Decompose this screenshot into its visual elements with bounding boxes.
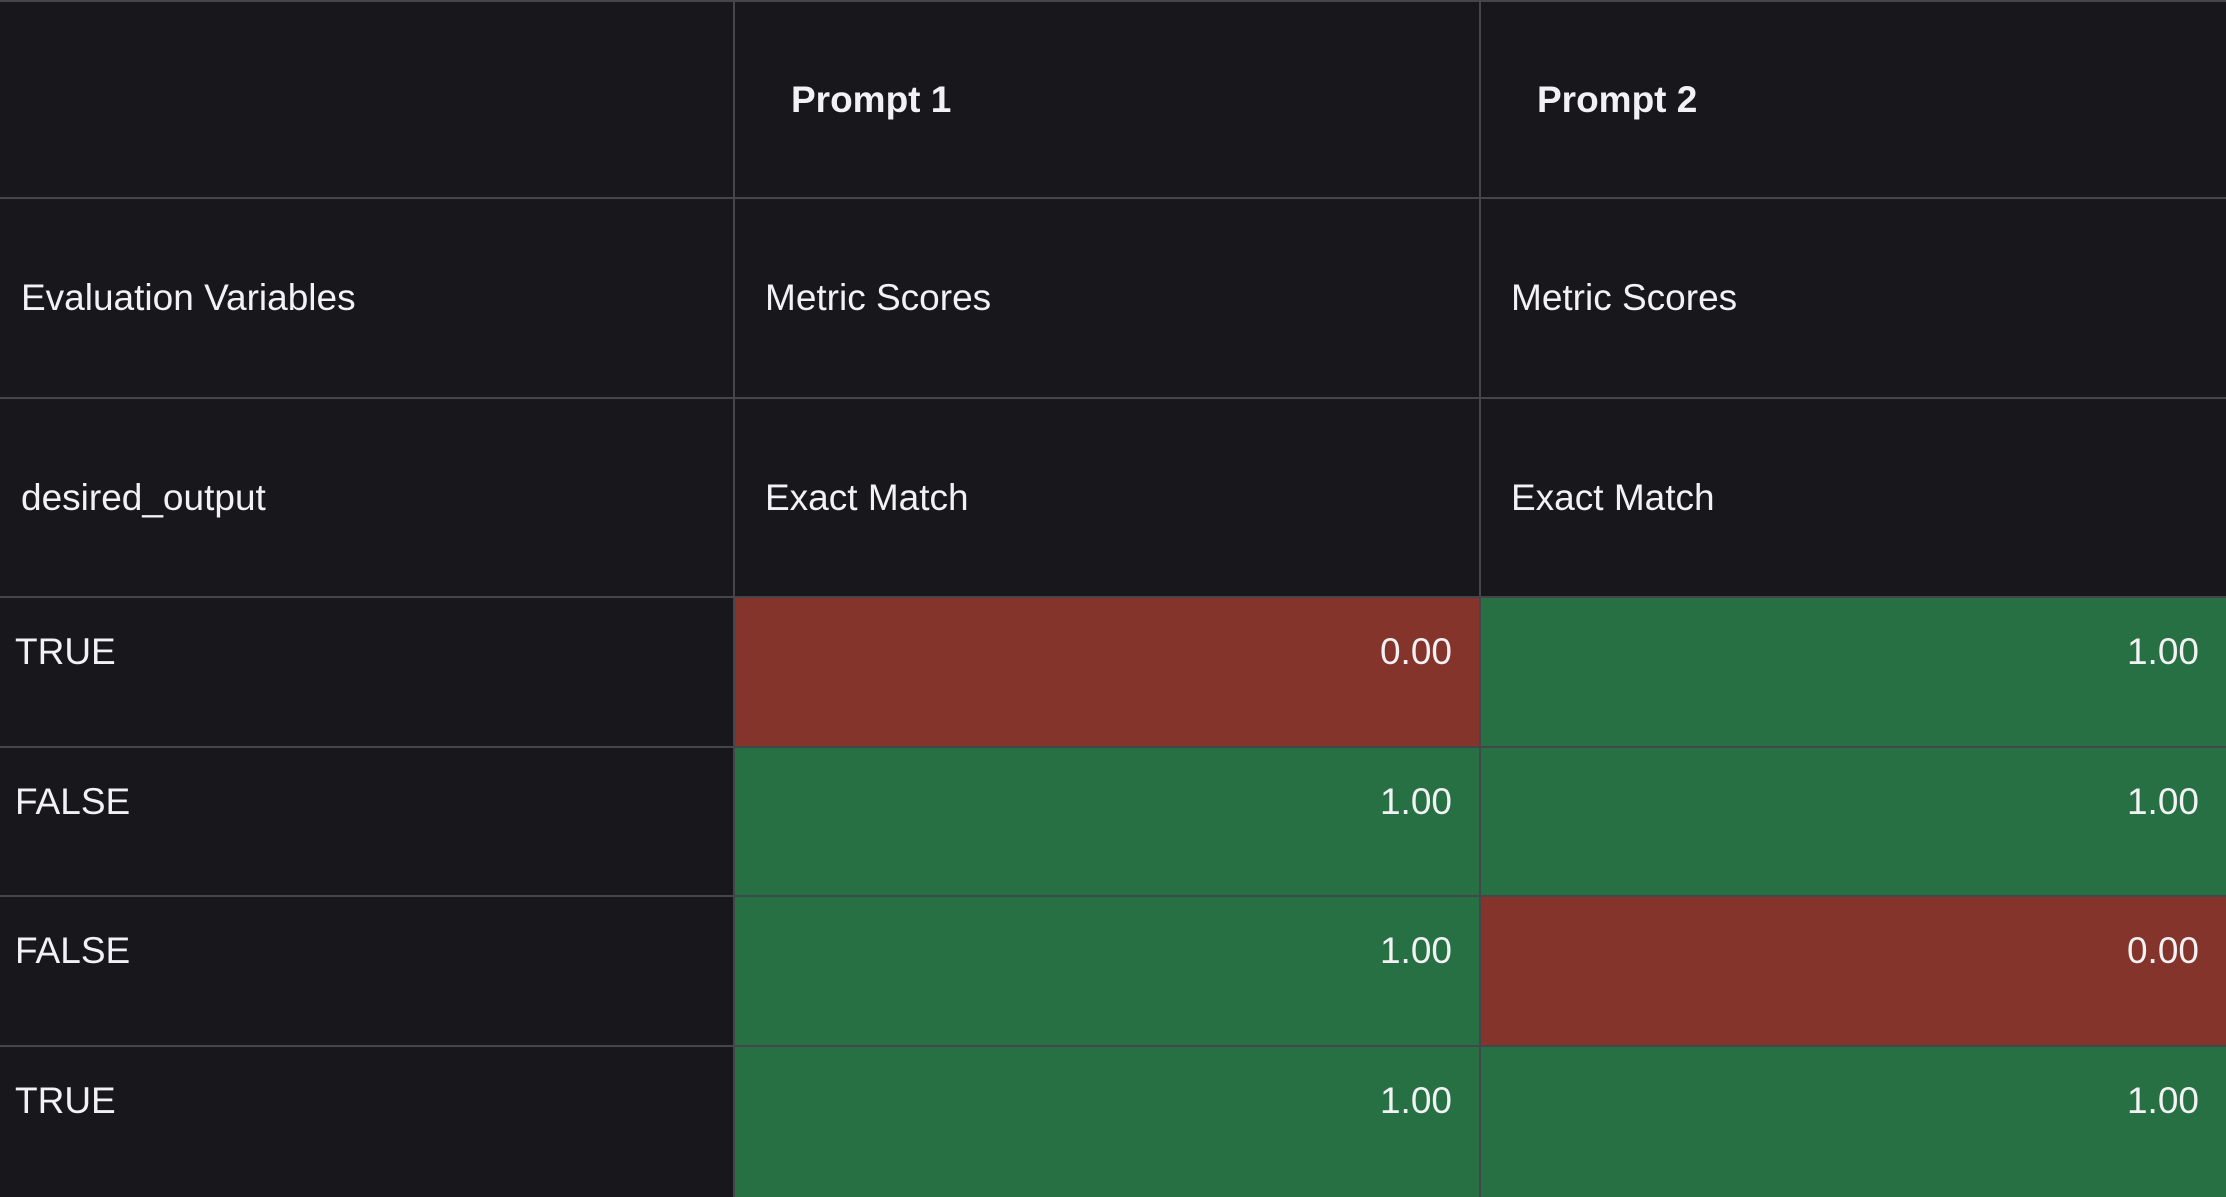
prompt-2-exact-match-header[interactable]: Exact Match: [1481, 399, 2226, 598]
row-2-prompt-2-score[interactable]: 1.00: [1481, 748, 2226, 897]
row-2-prompt-1-score[interactable]: 1.00: [735, 748, 1481, 897]
row-1-prompt-1-score[interactable]: 0.00: [735, 598, 1481, 748]
row-4-prompt-1-score[interactable]: 1.00: [735, 1047, 1481, 1197]
row-3-prompt-1-score[interactable]: 1.00: [735, 897, 1481, 1047]
prompt-1-metric-scores-header: Metric Scores: [735, 199, 1481, 399]
row-4-desired-output: TRUE: [0, 1047, 735, 1197]
evaluation-variables-header: Evaluation Variables: [0, 199, 735, 399]
row-3-prompt-2-score[interactable]: 0.00: [1481, 897, 2226, 1047]
row-3-desired-output: FALSE: [0, 897, 735, 1047]
prompt-2-header[interactable]: Prompt 2: [1481, 2, 2226, 199]
desired-output-column-header[interactable]: desired_output: [0, 399, 735, 598]
row-1-desired-output: TRUE: [0, 598, 735, 748]
prompt-1-exact-match-header[interactable]: Exact Match: [735, 399, 1481, 598]
row-2-desired-output: FALSE: [0, 748, 735, 897]
corner-header-cell: [0, 2, 735, 199]
prompt-1-header[interactable]: Prompt 1: [735, 2, 1481, 199]
prompt-2-metric-scores-header: Metric Scores: [1481, 199, 2226, 399]
row-4-prompt-2-score[interactable]: 1.00: [1481, 1047, 2226, 1197]
row-1-prompt-2-score[interactable]: 1.00: [1481, 598, 2226, 748]
